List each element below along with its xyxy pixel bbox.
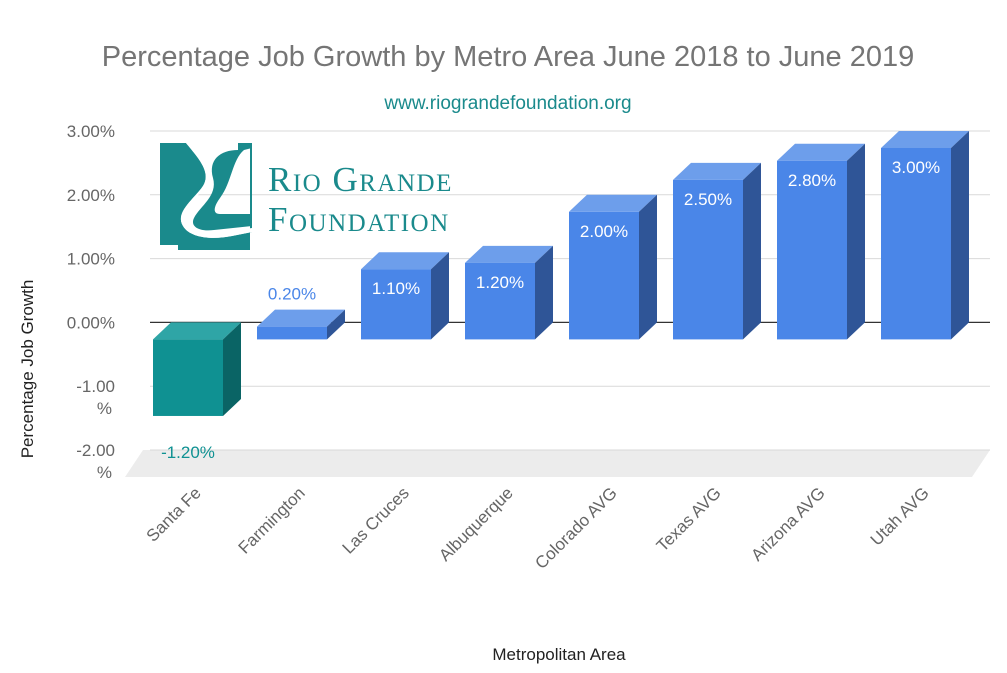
bar-side: [327, 309, 345, 340]
bar: [153, 322, 241, 416]
bar-top: [361, 252, 449, 270]
y-tick-label: 0.00%: [67, 313, 115, 332]
bar-side: [535, 245, 553, 340]
bar-side: [951, 131, 969, 340]
bar-side: [431, 252, 449, 340]
bar-top: [153, 322, 241, 340]
x-tick-label: Las Cruces: [339, 483, 413, 557]
y-tick-label: -1.00%: [76, 377, 115, 418]
chart-title: Percentage Job Growth by Metro Area June…: [102, 41, 915, 73]
bar-side: [847, 143, 865, 340]
logo-line-2: Foundation: [268, 200, 450, 239]
data-label: 1.20%: [476, 273, 524, 292]
x-tick-label: Arizona AVG: [747, 483, 828, 564]
bar-front: [257, 326, 327, 340]
bar: [465, 245, 553, 340]
bars: [153, 131, 969, 416]
river-emblem-icon: [160, 143, 252, 250]
x-axis-title: Metropolitan Area: [492, 645, 626, 664]
bar-top: [777, 143, 865, 161]
x-tick-label: Santa Fe: [143, 483, 205, 545]
y-tick-label: 1.00%: [67, 250, 115, 269]
x-tick-label: Texas AVG: [653, 483, 725, 555]
bar: [569, 194, 657, 340]
bar: [257, 309, 345, 340]
bar-top: [569, 194, 657, 212]
x-tick-label: Colorado AVG: [531, 483, 620, 572]
bar: [673, 162, 761, 340]
y-tick-label: 2.00%: [67, 186, 115, 205]
data-label: 0.20%: [268, 285, 316, 304]
data-labels: -1.20% 0.20% 1.10% 1.20% 2.00% 2.50% 2.80% 3.00…: [161, 158, 940, 462]
bar-front: [673, 179, 743, 340]
bar-side: [743, 162, 761, 340]
rio-grande-foundation-logo: Rio Grande Foundation: [160, 143, 453, 250]
bar-side: [639, 194, 657, 340]
chart-floor: [125, 450, 990, 477]
bar-front: [465, 262, 535, 340]
bar-top: [881, 131, 969, 148]
bar-front: [361, 269, 431, 340]
bar: [777, 143, 865, 340]
data-label: 2.80%: [788, 171, 836, 190]
data-label: 2.50%: [684, 190, 732, 209]
x-tick-label: Farmington: [235, 483, 309, 557]
y-axis-title: Percentage Job Growth: [18, 280, 37, 459]
bar-top: [465, 245, 553, 263]
floor-plane: [125, 450, 990, 477]
data-label: 3.00%: [892, 158, 940, 177]
bar-front: [777, 160, 847, 340]
logo-line-1: Rio Grande: [268, 160, 453, 199]
bar-front: [569, 211, 639, 340]
x-tick-label: Albuquerque: [435, 483, 517, 565]
y-tick-label: -2.00%: [76, 441, 115, 482]
data-label: -1.20%: [161, 443, 215, 462]
bar: [361, 252, 449, 340]
bar: [881, 131, 969, 340]
bar-side: [223, 322, 241, 416]
data-label: 1.10%: [372, 279, 420, 298]
bar-top: [257, 309, 345, 327]
bar-top: [673, 162, 761, 180]
bar-front: [153, 339, 223, 416]
x-tick-label: Utah AVG: [867, 483, 933, 549]
data-label: 2.00%: [580, 222, 628, 241]
chart-subtitle: www.riograndefoundation.org: [383, 93, 631, 114]
x-axis-ticks: Santa Fe Farmington Las Cruces Albuquerque C…: [143, 483, 933, 572]
y-axis-ticks: 3.00% 2.00% 1.00% 0.00% -1.00 % -2.00%: [67, 122, 115, 482]
bar-front: [881, 148, 951, 340]
y-tick-label: 3.00%: [67, 122, 115, 141]
